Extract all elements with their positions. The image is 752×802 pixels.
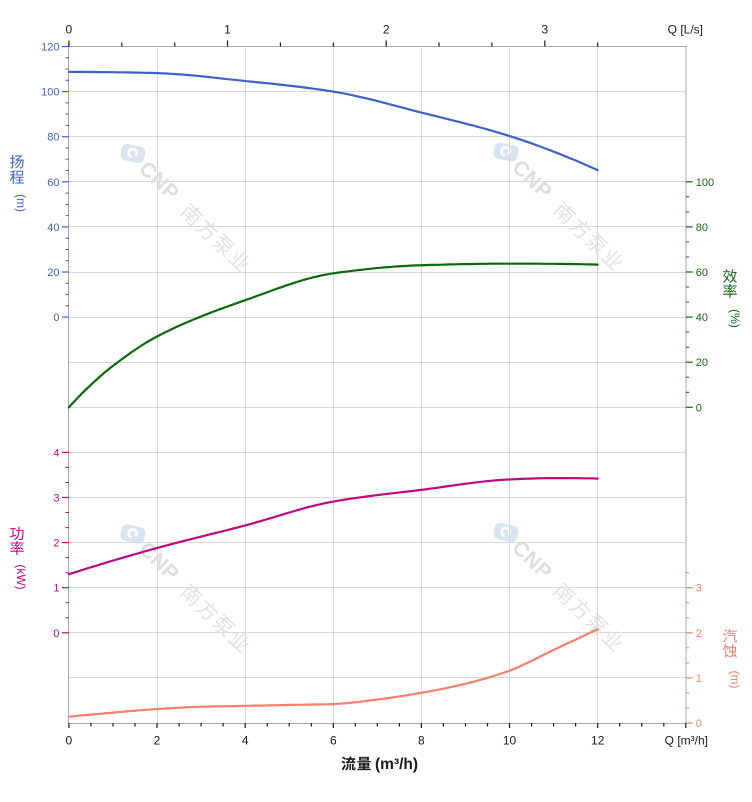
svg-text:3: 3: [696, 583, 702, 595]
svg-text:(m³/h): (m³/h): [375, 756, 418, 773]
svg-text:0: 0: [53, 312, 59, 324]
svg-text:80: 80: [696, 222, 708, 234]
svg-text:8: 8: [418, 734, 425, 748]
svg-text:4: 4: [53, 447, 59, 459]
svg-text:120: 120: [41, 42, 59, 54]
svg-text:0: 0: [66, 23, 73, 37]
svg-text:Q [L/s]: Q [L/s]: [668, 23, 703, 37]
svg-text:0: 0: [53, 628, 59, 640]
svg-text:1: 1: [224, 23, 231, 37]
svg-text:100: 100: [41, 87, 59, 99]
svg-text:60: 60: [696, 267, 708, 279]
svg-text:20: 20: [47, 267, 59, 279]
svg-text:40: 40: [696, 312, 708, 324]
svg-text:6: 6: [330, 734, 337, 748]
svg-text:2: 2: [53, 538, 59, 550]
svg-text:0: 0: [696, 718, 702, 730]
svg-text:60: 60: [47, 177, 59, 189]
svg-text:(m): (m): [14, 194, 28, 212]
svg-text:4: 4: [242, 734, 249, 748]
svg-text:(m): (m): [728, 671, 742, 689]
svg-text:3: 3: [541, 23, 548, 37]
svg-text:3: 3: [53, 493, 59, 505]
svg-text:2: 2: [154, 734, 161, 748]
svg-text:40: 40: [47, 222, 59, 234]
svg-text:10: 10: [503, 734, 517, 748]
svg-text:12: 12: [591, 734, 605, 748]
svg-text:20: 20: [696, 357, 708, 369]
svg-text:0: 0: [696, 402, 702, 414]
svg-text:100: 100: [696, 177, 714, 189]
svg-text:(kW): (kW): [14, 564, 28, 589]
svg-text:(%): (%): [728, 309, 742, 328]
svg-text:0: 0: [66, 734, 73, 748]
svg-text:Q [m³/h]: Q [m³/h]: [665, 734, 708, 748]
svg-text:2: 2: [383, 23, 390, 37]
svg-text:2: 2: [696, 628, 702, 640]
svg-text:1: 1: [696, 673, 702, 685]
svg-text:1: 1: [53, 583, 59, 595]
svg-text:80: 80: [47, 132, 59, 144]
